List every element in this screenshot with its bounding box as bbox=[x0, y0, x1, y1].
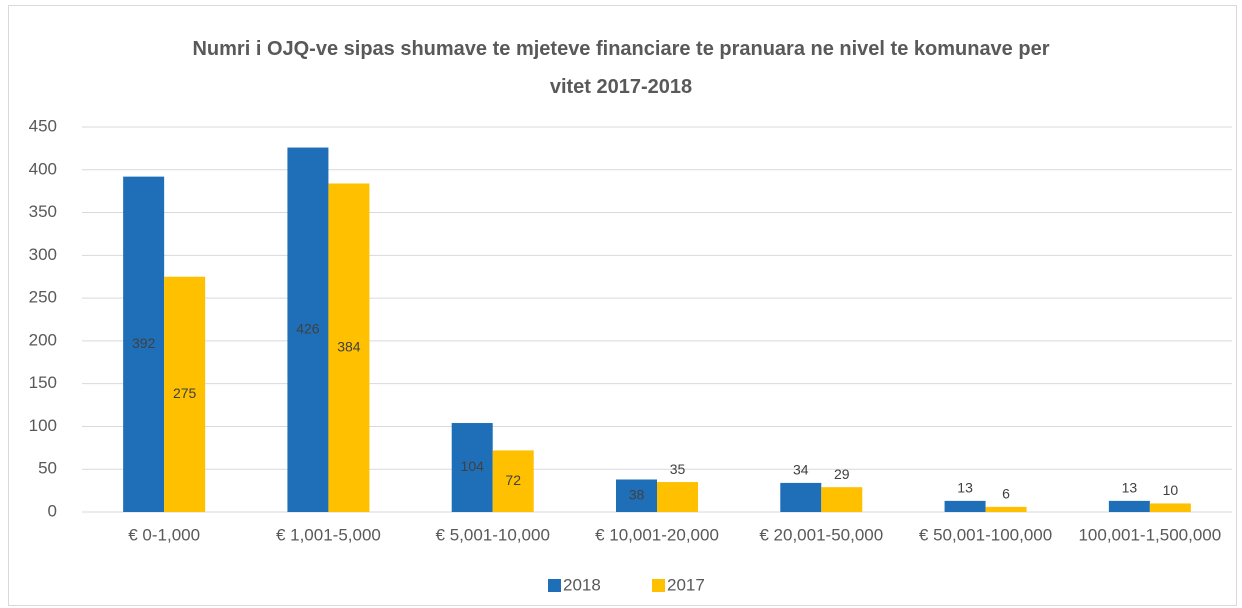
y-tick-label: 0 bbox=[48, 501, 57, 520]
bar bbox=[287, 147, 329, 513]
x-tick-label: € 5,001-10,000 bbox=[436, 525, 550, 544]
value-label: 34 bbox=[793, 462, 809, 478]
y-tick-label: 100 bbox=[29, 416, 57, 435]
value-label: 72 bbox=[505, 472, 521, 488]
bar bbox=[944, 500, 986, 512]
legend-swatch bbox=[548, 579, 561, 592]
value-label: 13 bbox=[957, 480, 973, 496]
bar bbox=[616, 479, 657, 512]
value-label: 29 bbox=[834, 466, 850, 482]
x-tick-label: € 10,001-20,000 bbox=[595, 525, 719, 544]
bar bbox=[123, 176, 165, 512]
value-label: 384 bbox=[337, 338, 361, 354]
x-tick-label: € 20,001-50,000 bbox=[759, 525, 883, 544]
bar bbox=[164, 276, 206, 512]
bar bbox=[1108, 500, 1150, 512]
bar bbox=[451, 423, 493, 512]
chart-border bbox=[8, 5, 1237, 606]
y-tick-label: 150 bbox=[29, 373, 57, 392]
bar bbox=[821, 487, 863, 512]
bar bbox=[657, 482, 698, 512]
value-label: 35 bbox=[670, 461, 686, 477]
y-tick-label: 350 bbox=[29, 202, 57, 221]
bar bbox=[1149, 503, 1191, 512]
bar bbox=[985, 506, 1027, 512]
chart-title: Numri i OJQ-ve sipas shumave te mjeteve … bbox=[192, 38, 1050, 98]
value-label: 275 bbox=[173, 385, 197, 401]
value-label: 426 bbox=[296, 320, 320, 336]
value-label: 6 bbox=[1002, 486, 1010, 502]
legend-label: 2018 bbox=[563, 575, 601, 594]
y-tick-label: 200 bbox=[29, 330, 57, 349]
x-tick-label: 100,001-1,500,000 bbox=[1078, 525, 1221, 544]
value-label: 10 bbox=[1163, 482, 1179, 498]
bar bbox=[328, 183, 370, 512]
y-tick-label: 50 bbox=[38, 459, 57, 478]
y-tick-label: 400 bbox=[29, 159, 57, 178]
value-label: 392 bbox=[132, 335, 156, 351]
value-label: 104 bbox=[461, 458, 485, 474]
bar bbox=[780, 482, 822, 512]
value-label: 13 bbox=[1122, 480, 1138, 496]
legend-swatch bbox=[652, 579, 665, 592]
x-tick-label: € 1,001-5,000 bbox=[276, 525, 381, 544]
y-tick-label: 250 bbox=[29, 288, 57, 307]
x-tick-label: € 50,001-100,000 bbox=[919, 525, 1052, 544]
y-tick-label: 300 bbox=[29, 245, 57, 264]
value-label: 38 bbox=[629, 486, 645, 502]
legend-label: 2017 bbox=[667, 575, 705, 594]
bar bbox=[492, 450, 534, 512]
x-tick-label: € 0-1,000 bbox=[128, 525, 200, 544]
y-tick-label: 450 bbox=[29, 116, 57, 135]
